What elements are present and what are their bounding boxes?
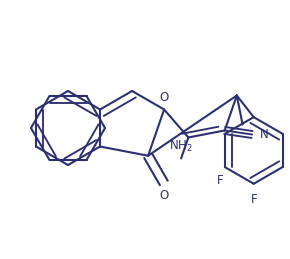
Text: NH$_2$: NH$_2$ xyxy=(169,139,193,154)
Text: O: O xyxy=(160,90,169,104)
Text: F: F xyxy=(250,193,257,206)
Text: N: N xyxy=(260,128,269,141)
Text: F: F xyxy=(217,174,224,186)
Text: O: O xyxy=(159,189,168,202)
